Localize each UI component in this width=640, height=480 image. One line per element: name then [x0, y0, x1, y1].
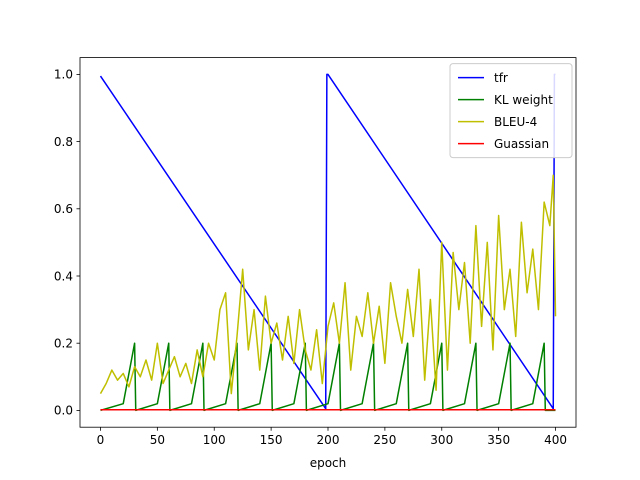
- x-tick-label: 150: [260, 433, 283, 447]
- y-tick-label: 0.8: [54, 135, 73, 149]
- x-tick-label: 100: [203, 433, 226, 447]
- x-tick-label: 200: [317, 433, 340, 447]
- y-tick-label: 0.4: [54, 269, 73, 283]
- x-axis-label: epoch: [310, 456, 347, 470]
- legend-label: tfr: [494, 71, 508, 85]
- x-tick-label: 400: [544, 433, 567, 447]
- x-tick-label: 50: [150, 433, 165, 447]
- legend-box: [449, 63, 573, 159]
- x-tick-label: 350: [487, 433, 510, 447]
- y-tick-label: 0.2: [54, 337, 73, 351]
- y-tick-label: 0.6: [54, 202, 73, 216]
- x-tick-label: 250: [373, 433, 396, 447]
- legend-label: KL weight: [494, 93, 553, 107]
- legend-label: Guassian: [494, 137, 549, 151]
- legend-label: BLEU-4: [494, 115, 537, 129]
- y-tick-label: 0.0: [54, 404, 73, 418]
- legend: tfr KL weight BLEU-4 Guassian: [449, 63, 573, 159]
- x-axis-ticks: 0 50 100 150 200 250 300 350 400: [97, 427, 567, 447]
- series-line-2: [99, 174, 557, 395]
- y-axis-ticks: 0.0 0.2 0.4 0.6 0.8 1.0: [54, 68, 80, 418]
- x-tick-label: 300: [430, 433, 453, 447]
- y-tick-label: 1.0: [54, 68, 73, 82]
- x-tick-label: 0: [97, 433, 105, 447]
